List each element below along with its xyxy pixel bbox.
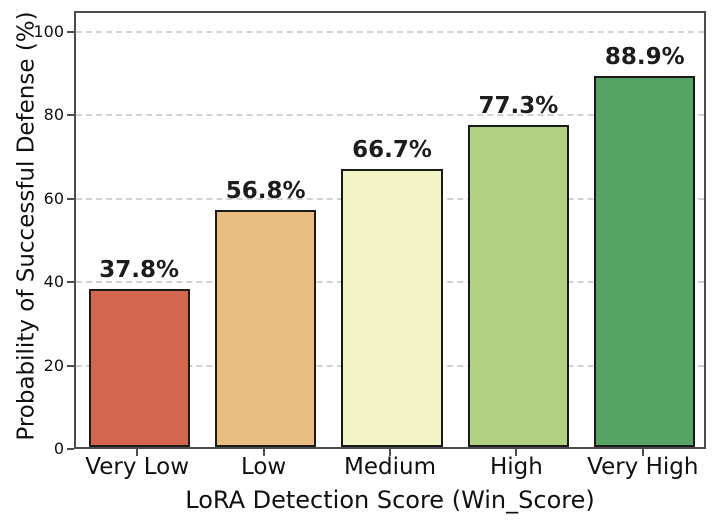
x-tick-label: Low — [240, 454, 287, 480]
bar-very-high — [594, 76, 696, 447]
bar-value-label: 88.9% — [604, 44, 685, 71]
x-tick-label: Medium — [344, 454, 436, 480]
y-tick-label: 100 — [33, 21, 64, 41]
bar-value-label: 37.8% — [99, 257, 180, 284]
x-axis-label: LoRA Detection Score (Win_Score) — [185, 486, 595, 514]
bars: 37.8% 56.8% 66.7% 77.3% 88.9% — [76, 13, 704, 447]
x-tick-label: Very Low — [85, 454, 190, 480]
y-tick-label: 80 — [43, 105, 64, 125]
y-tick-mark — [67, 197, 74, 200]
bar-very-low — [88, 289, 190, 447]
y-tick-label: 20 — [43, 355, 64, 375]
y-tick-mark — [67, 30, 74, 33]
x-tick-label: High — [489, 454, 543, 480]
bar-value-label: 66.7% — [352, 136, 432, 163]
gridline — [76, 114, 704, 117]
bar-medium — [341, 168, 443, 447]
y-tick-mark — [67, 114, 74, 117]
plot-area: 37.8% 56.8% 66.7% 77.3% 88.9% — [74, 11, 706, 449]
x-tick-mark — [136, 449, 139, 456]
y-axis-label: Probability of Successful Defense (%) — [13, 11, 40, 441]
y-tick-label: 40 — [43, 272, 64, 292]
x-tick-label: Very High — [587, 454, 699, 480]
gridline — [76, 30, 704, 33]
bar-low — [215, 210, 317, 447]
y-tick-mark — [67, 448, 74, 450]
y-tick-label: 60 — [43, 188, 64, 208]
x-tick-mark — [389, 449, 391, 456]
y-tick-label: 0 — [53, 439, 64, 458]
y-tick-mark — [67, 281, 74, 284]
x-tick-mark — [262, 449, 265, 456]
x-tick-mark — [641, 449, 644, 456]
y-tick-mark — [67, 364, 74, 367]
bar-value-label: 56.8% — [225, 178, 306, 205]
bar-high — [467, 124, 569, 447]
x-tick-mark — [515, 449, 518, 456]
bar-value-label: 77.3% — [478, 92, 559, 119]
